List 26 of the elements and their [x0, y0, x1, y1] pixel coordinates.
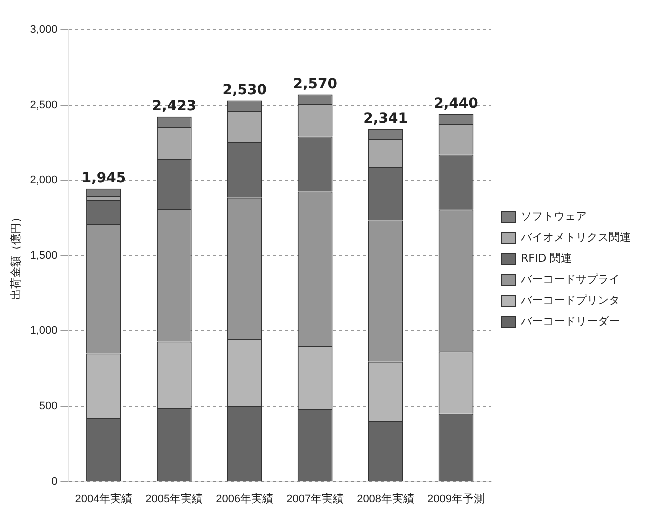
- total-label: 2,440: [434, 96, 479, 112]
- total-label: 2,530: [222, 82, 268, 98]
- y-tick-label: 3,000: [30, 24, 58, 36]
- legend-label: ソフトウェア: [521, 210, 587, 223]
- x-tick-label: 2006年実績: [216, 492, 274, 506]
- x-tick-label: 2008年実績: [357, 492, 415, 506]
- legend-label: バーコードサプライ: [520, 272, 620, 286]
- x-tick-label: 2009年予測: [428, 493, 486, 506]
- x-tick-label: 2005年実績: [146, 492, 204, 506]
- y-axis-title: 出荷金額（億円）: [10, 212, 23, 300]
- total-label: 2,341: [364, 110, 408, 127]
- legend-label: バーコードプリンタ: [520, 294, 620, 307]
- y-tick-label: 2,000: [30, 174, 58, 187]
- y-tick-label: 500: [39, 400, 58, 413]
- total-label: 1,945: [82, 170, 126, 187]
- y-tick-label: 2,500: [30, 99, 58, 112]
- total-label: 2,570: [293, 76, 338, 92]
- y-tick-label: 1,000: [30, 325, 58, 338]
- legend-label: バイオメトリクス関連: [520, 230, 631, 244]
- y-tick-label: 0: [52, 476, 58, 488]
- x-tick-label: 2007年実績: [286, 492, 344, 506]
- x-tick-label: 2004年実績: [75, 492, 133, 506]
- total-label: 2,423: [152, 98, 197, 115]
- legend-label: RFID 関連: [521, 252, 572, 265]
- y-tick-label: 1,500: [30, 250, 58, 262]
- legend-label: バーコードリーダー: [520, 314, 620, 328]
